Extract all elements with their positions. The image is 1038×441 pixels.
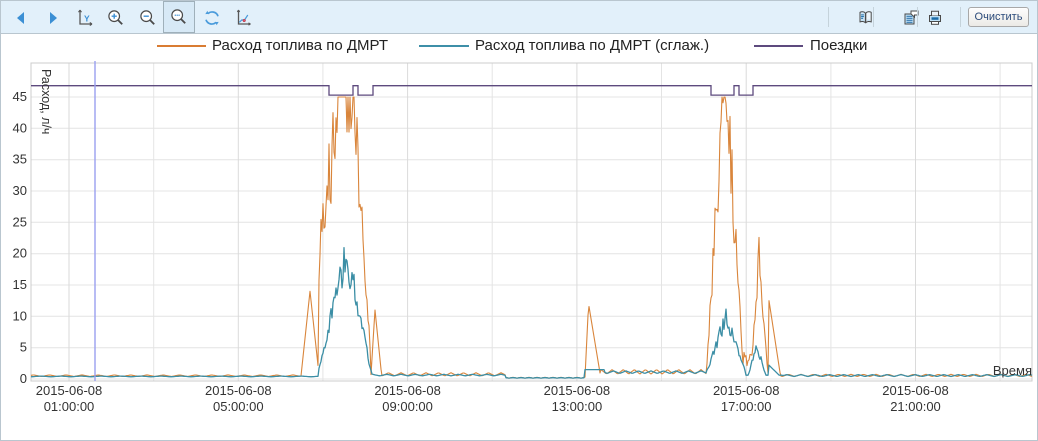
svg-text:15: 15	[13, 277, 27, 292]
svg-text:05:00:00: 05:00:00	[213, 399, 264, 414]
svg-text:10: 10	[13, 308, 27, 323]
svg-text:17:00:00: 17:00:00	[721, 399, 772, 414]
svg-text:13:00:00: 13:00:00	[552, 399, 603, 414]
svg-text:01:00:00: 01:00:00	[44, 399, 95, 414]
svg-text:2015-06-08: 2015-06-08	[713, 383, 780, 398]
svg-text:2015-06-08: 2015-06-08	[882, 383, 949, 398]
svg-text:40: 40	[13, 120, 27, 135]
svg-text:2015-06-08: 2015-06-08	[374, 383, 441, 398]
svg-text:45: 45	[13, 89, 27, 104]
svg-text:5: 5	[20, 340, 27, 355]
svg-text:2015-06-08: 2015-06-08	[544, 383, 611, 398]
svg-text:Расход, л/ч: Расход, л/ч	[39, 69, 53, 134]
svg-text:2015-06-08: 2015-06-08	[205, 383, 272, 398]
svg-text:0: 0	[20, 371, 27, 386]
svg-text:09:00:00: 09:00:00	[382, 399, 433, 414]
svg-text:35: 35	[13, 152, 27, 167]
svg-text:20: 20	[13, 246, 27, 261]
svg-text:Время: Время	[993, 363, 1032, 378]
svg-text:25: 25	[13, 214, 27, 229]
svg-text:2015-06-08: 2015-06-08	[36, 383, 103, 398]
svg-text:30: 30	[13, 183, 27, 198]
svg-text:21:00:00: 21:00:00	[890, 399, 941, 414]
